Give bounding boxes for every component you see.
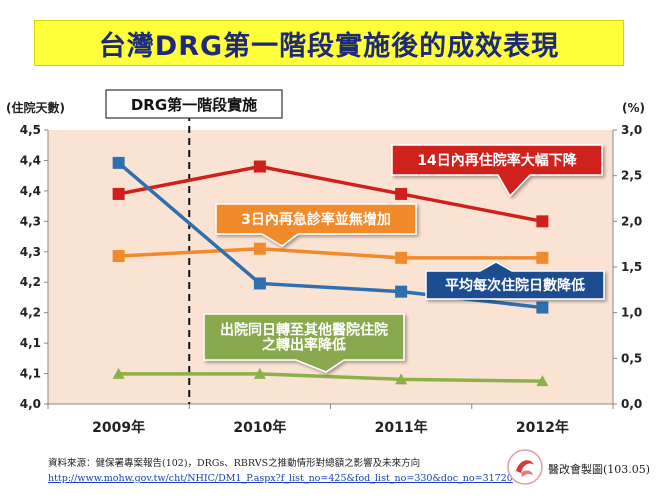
left-tick-label: 4,3 [20, 214, 41, 228]
source-link[interactable]: http://www.mohw.gov.tw/cht/NHIC/DM1_P.as… [48, 473, 513, 484]
data-point-transfer [112, 367, 125, 379]
callout-readmit14-shape [391, 144, 603, 198]
right-tick-label: 0,5 [621, 351, 642, 365]
left-tick-label: 4,5 [20, 123, 41, 137]
x-tick-label: 2010年 [233, 419, 286, 436]
left-tick-label: 4,4 [20, 153, 41, 167]
data-point-er3 [112, 250, 125, 263]
logo-icon [507, 449, 543, 485]
right-tick-label: 2,5 [621, 169, 642, 183]
right-tick-label: 1,5 [621, 260, 642, 274]
data-point-transfer [253, 367, 266, 379]
left-tick-label: 4,2 [20, 275, 41, 289]
left-tick-label: 4,3 [20, 245, 41, 259]
callout-er3-text: 3日內再急診率並無增加 [241, 211, 391, 228]
left-tick-label: 4,2 [20, 306, 41, 320]
data-point-er3 [395, 251, 408, 264]
series-line-readmit14 [118, 164, 543, 224]
right-tick-label: 1,0 [621, 306, 642, 320]
data-point-los [536, 301, 549, 314]
data-point-los [395, 285, 408, 298]
callout-los-text: 平均每次住院日數降低 [445, 277, 585, 294]
x-tick-label: 2011年 [375, 419, 428, 436]
callout-readmit14: 14日內再住院率大幅下降 [391, 144, 603, 198]
callout-transfer-shape [203, 313, 405, 373]
data-point-readmit14 [395, 187, 408, 200]
x-tick-label: 2012年 [516, 419, 569, 436]
drg-annotation-label: DRG第一階段實施 [131, 96, 257, 114]
page-title: 台灣DRG第一階段實施後的成效表現 [98, 30, 560, 62]
data-point-readmit14 [253, 160, 266, 173]
series-line-er3 [118, 246, 543, 260]
source-note: 資料來源：健保署專案報告(102)，DRGs、RBRVS之推動情形對總額之影響及… [48, 456, 513, 486]
callout-transfer-text: 出院同日轉至其他醫院住院 [220, 321, 388, 338]
data-point-transfer [395, 373, 408, 385]
right-tick-label: 2,0 [621, 214, 642, 228]
callout-transfer-text: 之轉出率降低 [262, 337, 346, 354]
data-point-los [253, 277, 266, 290]
left-tick-label: 4,4 [20, 184, 41, 198]
series-line-transfer [118, 372, 543, 383]
left-tick-label: 4,0 [20, 397, 41, 411]
data-point-readmit14 [112, 187, 125, 200]
right-tick-label: 3,0 [621, 123, 642, 137]
x-tick-label: 2009年 [92, 419, 145, 436]
callout-er3-shape [215, 203, 417, 247]
data-point-los [112, 156, 125, 169]
data-point-er3 [253, 242, 266, 255]
callout-readmit14-text: 14日內再住院率大幅下降 [417, 152, 577, 169]
callout-los: 平均每次住院日數降低 [425, 261, 605, 300]
credit-text: 醫改會製圖(103.05) [548, 463, 651, 476]
data-point-transfer [536, 375, 549, 387]
right-axis-label: (%) [622, 101, 645, 115]
right-tick-label: 0,0 [621, 397, 642, 411]
source-text: 資料來源：健保署專案報告(102)，DRGs、RBRVS之推動情形對總額之影響及… [48, 458, 421, 469]
callout-los-shape [425, 261, 605, 300]
left-tick-label: 4,1 [20, 367, 41, 381]
callout-er3: 3日內再急診率並無增加 [215, 203, 417, 247]
title-banner: 台灣DRG第一階段實施後的成效表現 [34, 20, 624, 66]
drg-annotation-box [105, 89, 283, 119]
left-tick-label: 4,1 [20, 336, 41, 350]
data-point-readmit14 [536, 215, 549, 228]
left-axis-label: (住院天數) [6, 100, 65, 115]
data-point-er3 [536, 251, 549, 264]
